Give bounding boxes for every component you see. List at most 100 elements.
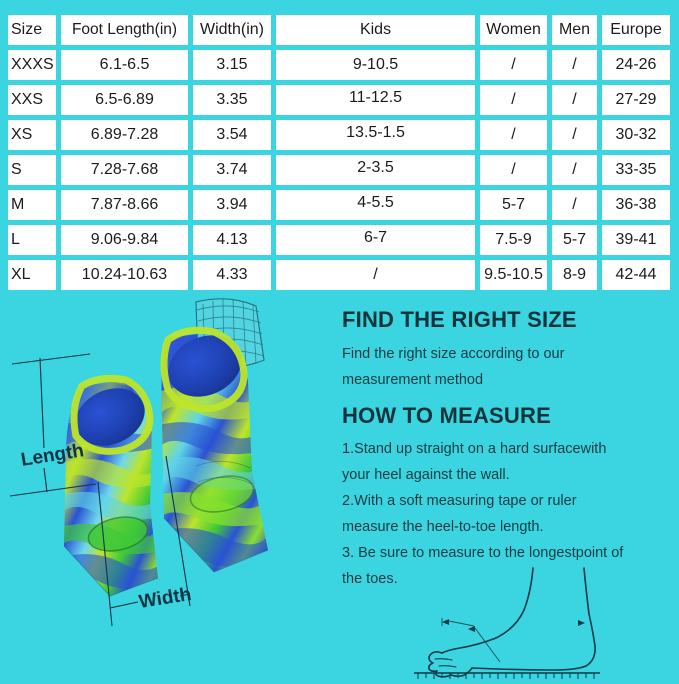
cell-size: XS bbox=[8, 120, 56, 150]
cell-width: 4.33 bbox=[193, 260, 271, 290]
cell-kids: 9-10.5 bbox=[276, 50, 475, 80]
table-row: XL 10.24-10.63 4.33 / 9.5-10.5 8-9 42-44 bbox=[8, 260, 671, 293]
cell-women: 9.5-10.5 bbox=[480, 260, 547, 290]
cell-women: 7.5-9 bbox=[480, 225, 547, 255]
length-guide-bottom bbox=[9, 483, 97, 497]
column-header-europe: Europe bbox=[602, 15, 670, 45]
arrow-marker-right bbox=[578, 620, 585, 626]
cell-foot-length: 6.1-6.5 bbox=[61, 50, 188, 80]
toe-line-1 bbox=[428, 651, 443, 673]
cell-kids: 13.5-1.5 bbox=[276, 120, 475, 150]
cell-men: 5-7 bbox=[552, 225, 597, 255]
left-fin bbox=[63, 375, 159, 597]
cell-europe: 27-29 bbox=[602, 85, 670, 115]
step-3-line-2: the toes. bbox=[342, 571, 398, 588]
table-row: XS 6.89-7.28 3.54 13.5-1.5 / / 30-32 bbox=[8, 120, 671, 153]
toe-line-2 bbox=[434, 670, 452, 678]
cell-foot-length: 9.06-9.84 bbox=[61, 225, 188, 255]
ruler bbox=[414, 672, 600, 679]
cell-foot-length: 6.89-7.28 bbox=[61, 120, 188, 150]
cell-width: 4.13 bbox=[193, 225, 271, 255]
table-row: M 7.87-8.66 3.94 4-5.5 5-7 / 36-38 bbox=[8, 190, 671, 223]
cell-width: 3.94 bbox=[193, 190, 271, 220]
cell-kids: 11-12.5 bbox=[276, 85, 475, 115]
heel-line bbox=[583, 567, 596, 667]
cell-europe: 30-32 bbox=[602, 120, 670, 150]
arrow-connector-2 bbox=[474, 627, 501, 663]
cell-europe: 36-38 bbox=[602, 190, 670, 220]
cell-men: 8-9 bbox=[552, 260, 597, 290]
step-1-line-1: 1.Stand up straight on a hard surfacewit… bbox=[342, 440, 607, 457]
arrow-marker-left bbox=[442, 619, 449, 625]
cell-foot-length: 7.87-8.66 bbox=[61, 190, 188, 220]
cell-kids: 2-3.5 bbox=[276, 155, 475, 185]
cell-men: / bbox=[552, 120, 597, 150]
heading-find-the-right-size: FIND THE RIGHT SIZE bbox=[342, 307, 577, 332]
table-header-row: Size Foot Length(in) Width(in) Kids Wome… bbox=[8, 15, 671, 48]
intro-paragraph: Find the right size according to our mea… bbox=[342, 342, 669, 394]
cell-women: / bbox=[480, 155, 547, 185]
length-arrow-upper bbox=[39, 357, 45, 449]
table-row: L 9.06-9.84 4.13 6-7 7.5-9 5-7 39-41 bbox=[8, 225, 671, 258]
foot-instep-line bbox=[441, 567, 534, 654]
swim-fins-illustration: Length Width bbox=[0, 296, 336, 679]
cell-foot-length: 6.5-6.89 bbox=[61, 85, 188, 115]
measure-steps: 1.Stand up straight on a hard surfacewit… bbox=[342, 436, 669, 593]
foot-measurement-diagram bbox=[404, 552, 679, 679]
intro-line-2: measurement method bbox=[342, 371, 484, 388]
cell-size: M bbox=[8, 190, 56, 220]
step-2-line-1: 2.With a soft measuring tape or ruler bbox=[342, 493, 577, 510]
measurement-guides bbox=[9, 353, 191, 627]
toe-crease-2 bbox=[438, 665, 457, 668]
table-row: XXS 6.5-6.89 3.35 11-12.5 / / 27-29 bbox=[8, 85, 671, 118]
width-arrow-left bbox=[109, 601, 139, 609]
cell-size: XL bbox=[8, 260, 56, 290]
intro-line-1: Find the right size according to our bbox=[342, 346, 565, 363]
cell-width: 3.54 bbox=[193, 120, 271, 150]
step-3-line-1: 3. Be sure to measure to the longestpoin… bbox=[342, 545, 624, 562]
cell-men: / bbox=[552, 50, 597, 80]
cell-women: / bbox=[480, 85, 547, 115]
cell-europe: 24-26 bbox=[602, 50, 670, 80]
cell-women: 5-7 bbox=[480, 190, 547, 220]
cell-europe: 39-41 bbox=[602, 225, 670, 255]
heading-how-to-measure: HOW TO MEASURE bbox=[342, 402, 551, 428]
arrow-marker-mid bbox=[468, 626, 475, 632]
cell-size: L bbox=[8, 225, 56, 255]
cell-width: 3.35 bbox=[193, 85, 271, 115]
cell-women: / bbox=[480, 120, 547, 150]
foot-side-profile-svg bbox=[414, 567, 600, 679]
column-header-women: Women bbox=[480, 15, 547, 45]
width-label: Width bbox=[137, 584, 192, 613]
cell-europe: 33-35 bbox=[602, 155, 670, 185]
sole-line bbox=[471, 665, 587, 671]
right-fin bbox=[160, 298, 269, 573]
cell-size: XXXS bbox=[8, 50, 56, 80]
width-arrow-right bbox=[179, 593, 191, 597]
cell-size: S bbox=[8, 155, 56, 185]
table-row: XXXS 6.1-6.5 3.15 9-10.5 / / 24-26 bbox=[8, 50, 671, 83]
cell-width: 3.15 bbox=[193, 50, 271, 80]
cell-foot-length: 7.28-7.68 bbox=[61, 155, 188, 185]
cell-width: 3.74 bbox=[193, 155, 271, 185]
cell-kids: / bbox=[276, 260, 475, 290]
column-header-size: Size bbox=[8, 15, 56, 45]
cell-size: XXS bbox=[8, 85, 56, 115]
toe-crease-1 bbox=[434, 658, 453, 661]
length-arrow-lower bbox=[43, 467, 48, 493]
width-guide-right bbox=[165, 455, 191, 607]
cell-kids: 4-5.5 bbox=[276, 190, 475, 220]
column-header-foot-length: Foot Length(in) bbox=[61, 15, 188, 45]
length-guide-top bbox=[11, 353, 91, 365]
column-header-men: Men bbox=[552, 15, 597, 45]
cell-kids: 6-7 bbox=[276, 225, 475, 255]
table-row: S 7.28-7.68 3.74 2-3.5 / / 33-35 bbox=[8, 155, 671, 188]
width-guide-left bbox=[97, 481, 113, 627]
cell-men: / bbox=[552, 85, 597, 115]
info-panel: FIND THE RIGHT SIZE Find the right size … bbox=[336, 296, 679, 679]
cell-europe: 42-44 bbox=[602, 260, 670, 290]
cell-men: / bbox=[552, 155, 597, 185]
column-header-kids: Kids bbox=[276, 15, 475, 45]
column-header-width: Width(in) bbox=[193, 15, 271, 45]
toe-line-3 bbox=[450, 667, 473, 678]
